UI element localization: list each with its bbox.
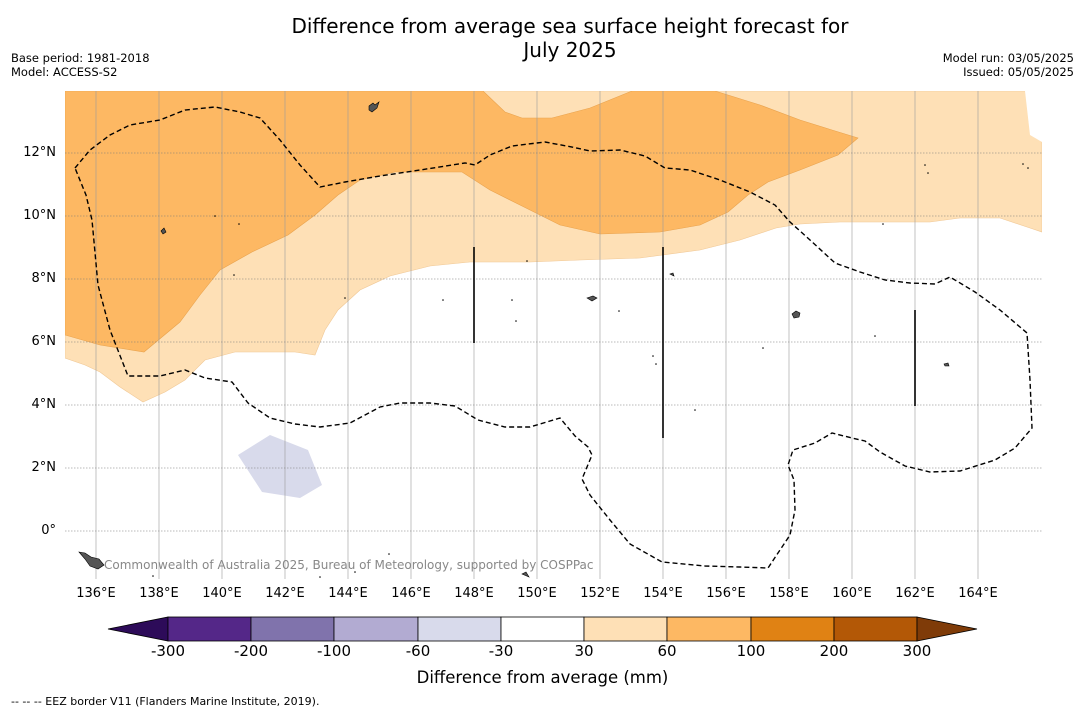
x-tick-label: 152°E (580, 586, 620, 601)
map-area (65, 91, 1042, 498)
colorbar-extend-high (916, 616, 978, 642)
x-tick-label: 156°E (706, 586, 746, 601)
island (669, 272, 675, 277)
y-tick-label: 10°N (23, 208, 56, 223)
eez-border (74, 106, 1033, 569)
island (160, 227, 167, 235)
colorbar-tick-label: 30 (574, 642, 594, 660)
y-tick-label: 4°N (31, 397, 57, 412)
eez-legend-footer: -- -- -- EEZ border V11 (Flanders Marine… (11, 695, 320, 708)
x-tick-label: 162°E (895, 586, 935, 601)
boundary-lines (473, 247, 916, 438)
colorbar-tick-label: -200 (233, 642, 269, 660)
y-tick-label: 0° (41, 523, 56, 538)
title-line-1: Difference from average sea surface heig… (291, 14, 849, 38)
anomaly-region-60-100 (65, 91, 859, 353)
map-title: Difference from average sea surface heig… (220, 14, 920, 62)
colorbar-segment (666, 616, 752, 642)
colorbar-segment (500, 616, 585, 642)
island (78, 551, 105, 570)
colorbar-tick-label: 100 (736, 642, 766, 660)
issued-text: Issued: 05/05/2025 (963, 65, 1074, 79)
colorbar-segment (417, 616, 502, 642)
colorbar (107, 616, 978, 642)
x-tick-label: 144°E (328, 586, 368, 601)
island (791, 310, 801, 319)
colorbar-label: Difference from average (mm) (416, 668, 669, 687)
colorbar-tick-label: -30 (488, 642, 514, 660)
x-tick-label: 136°E (76, 586, 116, 601)
y-tick-label: 8°N (31, 271, 57, 286)
colorbar-tick-label: 60 (657, 642, 677, 660)
colorbar-segment (750, 616, 835, 642)
colorbar-tick-label: -60 (405, 642, 431, 660)
colorbar-segment (167, 616, 252, 642)
colorbar-tick-label: -300 (150, 642, 186, 660)
base-period-info: Base period: 1981-2018 Model: ACCESS-S2 (11, 51, 150, 79)
latitude-lines (65, 152, 1042, 532)
x-tick-label: 154°E (643, 586, 683, 601)
island (586, 295, 598, 302)
blank-corner (1025, 91, 1042, 142)
colorbar-segment (333, 616, 419, 642)
island (943, 362, 950, 367)
x-tick-label: 150°E (517, 586, 557, 601)
island (521, 571, 530, 578)
y-tick-label: 2°N (31, 460, 57, 475)
x-tick-label: 138°E (139, 586, 179, 601)
x-tick-label: 148°E (454, 586, 494, 601)
x-tick-label: 140°E (202, 586, 242, 601)
x-tick-label: 142°E (265, 586, 305, 601)
island-markers (78, 101, 950, 578)
graticule (95, 91, 979, 579)
colorbar-segment (250, 616, 335, 642)
credit-text: Commonwealth of Australia 2025, Bureau o… (104, 558, 594, 572)
model-run-info: Model run: 03/05/2025 Issued: 05/05/2025 (943, 51, 1074, 79)
island-dots (152, 163, 1029, 578)
colorbar-extend-low (107, 616, 169, 642)
colorbar-tick-label: 200 (819, 642, 849, 660)
base-period-text: Base period: 1981-2018 (11, 51, 150, 65)
model-text: Model: ACCESS-S2 (11, 65, 118, 79)
island (368, 101, 380, 113)
x-tick-label: 158°E (769, 586, 809, 601)
model-run-text: Model run: 03/05/2025 (942, 51, 1074, 65)
anomaly-region-neg-60-neg-30 (238, 435, 322, 498)
y-tick-label: 6°N (31, 334, 57, 349)
colorbar-segment (833, 616, 918, 642)
colorbar-segment (583, 616, 668, 642)
x-tick-label: 164°E (958, 586, 998, 601)
colorbar-tick-label: 300 (902, 642, 932, 660)
x-tick-label: 146°E (391, 586, 431, 601)
title-line-2: July 2025 (523, 38, 617, 62)
y-tick-label: 12°N (23, 145, 56, 160)
colorbar-tick-label: -100 (316, 642, 352, 660)
x-tick-label: 160°E (832, 586, 872, 601)
